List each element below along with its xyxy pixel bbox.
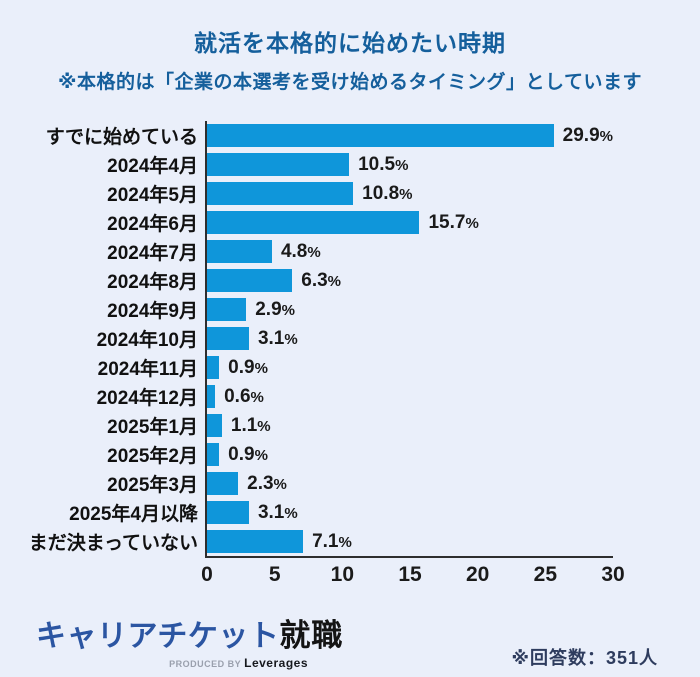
bar-value-label: 3.1% xyxy=(257,502,298,523)
bar xyxy=(207,472,239,495)
bar-value-label: 0.9% xyxy=(228,357,268,378)
bar xyxy=(207,530,304,553)
bar xyxy=(207,443,220,466)
bar-value-label: 7.1% xyxy=(312,531,352,552)
bar xyxy=(207,153,350,176)
percent-sign: % xyxy=(254,360,268,377)
percent-sign: % xyxy=(399,186,413,203)
bar-value-label: 10.5% xyxy=(358,154,409,175)
bar-value-label: 29.9% xyxy=(562,125,613,146)
x-tick-label: 20 xyxy=(465,563,490,586)
bar xyxy=(207,327,249,350)
category-label: 2024年9月 xyxy=(107,301,198,322)
x-tick-label: 15 xyxy=(398,563,422,586)
chart-header: 就活を本格的に始めたい時期 ※本格的は「企業の本選考を受け始めるタイミング」とし… xyxy=(0,0,700,94)
percent-sign: % xyxy=(254,447,268,464)
percent-sign: % xyxy=(395,157,409,174)
bar xyxy=(207,211,420,234)
bar-row: 29.9% xyxy=(207,121,613,150)
x-tick-label: 10 xyxy=(330,563,355,586)
bar-value-label: 15.7% xyxy=(428,212,479,233)
bar-value-label: 0.6% xyxy=(224,386,264,407)
bar-value-label: 2.9% xyxy=(255,299,295,320)
bar-value-label: 3.1% xyxy=(257,328,298,349)
percent-sign: % xyxy=(257,418,271,435)
bar xyxy=(207,385,216,408)
category-label: まだ決まっていない xyxy=(28,533,198,554)
bar-value-label: 0.9% xyxy=(228,444,268,465)
respondents-note: ※回答数：351人 xyxy=(511,648,658,668)
bar-value-label: 1.1% xyxy=(230,415,271,436)
category-label: 2024年11月 xyxy=(97,359,198,380)
bar-value-label: 2.3% xyxy=(247,473,287,494)
bar xyxy=(207,240,272,263)
category-label: 2024年5月 xyxy=(107,185,198,206)
bar-row: 0.6% xyxy=(207,382,613,411)
percent-sign: % xyxy=(284,331,298,348)
category-label: 2024年8月 xyxy=(107,272,198,293)
bar xyxy=(207,501,249,524)
bar-row: 10.5% xyxy=(207,150,613,179)
bar-row: 7.1% xyxy=(207,527,613,556)
y-axis-labels: すでに始めている 2024年4月 2024年5月 2024年6月 2024年7月 2024… xyxy=(0,121,205,558)
category-label: すでに始めている xyxy=(45,127,198,148)
bar xyxy=(207,124,554,147)
bar-value-label: 4.8% xyxy=(280,241,321,262)
bar-row: 0.9% xyxy=(207,353,613,382)
category-label: 2025年4月以降 xyxy=(69,504,198,525)
category-label: 2024年4月 xyxy=(107,156,198,177)
category-label: 2025年2月 xyxy=(107,446,198,467)
bar xyxy=(207,269,293,292)
bar xyxy=(207,298,247,321)
bar-row: 0.9% xyxy=(207,440,613,469)
category-label: 2025年3月 xyxy=(107,475,198,496)
category-label: 2025年1月 xyxy=(107,417,198,438)
percent-sign: % xyxy=(599,128,613,145)
bar-row: 10.8% xyxy=(207,179,613,208)
bar-value-label: 6.3% xyxy=(301,270,342,291)
produced-by-label: PRODUCED BY xyxy=(169,659,242,669)
plot-area: 29.9% 10.5% 10.8% 15.7% 4.8% 6.3% 2.9% 3.1% 0.9%… xyxy=(201,121,625,586)
percent-sign: % xyxy=(338,534,352,551)
chart-title: 就活を本格的に始めたい時期 xyxy=(194,30,506,56)
bar-row: 2.3% xyxy=(207,469,613,498)
bar-row: 6.3% xyxy=(207,266,613,295)
x-tick-label: 5 xyxy=(268,563,281,586)
bar-row: 4.8% xyxy=(207,237,613,266)
category-label: 2024年6月 xyxy=(107,214,198,235)
percent-sign: % xyxy=(284,505,298,522)
bar-row: 3.1% xyxy=(207,498,613,527)
bar-value-label: 10.8% xyxy=(362,183,413,204)
logo-shushoku: 就職 xyxy=(279,618,344,653)
percent-sign: % xyxy=(327,273,342,290)
percent-sign: % xyxy=(465,215,479,232)
category-label: 2024年10月 xyxy=(96,330,198,351)
category-label: 2024年12月 xyxy=(96,388,198,409)
x-tick-label: 0 xyxy=(201,563,213,586)
bar-row: 15.7% xyxy=(207,208,613,237)
bar-chart: すでに始めている 2024年4月 2024年5月 2024年6月 2024年7月 2024… xyxy=(0,121,700,586)
brand-logo: キャリアチケット就職 PRODUCED BY Leverages xyxy=(36,620,342,670)
percent-sign: % xyxy=(307,244,321,261)
bar-row: 2.9% xyxy=(207,295,613,324)
percent-sign: % xyxy=(250,389,264,406)
x-tick-label: 25 xyxy=(533,563,558,586)
category-label: 2024年7月 xyxy=(107,243,198,264)
logo-produced-by-line: PRODUCED BY Leverages xyxy=(36,656,316,670)
bar xyxy=(207,356,220,379)
bar-row: 3.1% xyxy=(207,324,613,353)
chart-subtitle: ※本格的は「企業の本選考を受け始めるタイミング」としています xyxy=(58,71,642,93)
leverages-label: Leverages xyxy=(244,656,308,670)
x-tick-label: 30 xyxy=(601,563,625,586)
bar xyxy=(207,182,354,205)
logo-career-ticket: キャリアチケット xyxy=(36,620,280,653)
bar xyxy=(207,414,222,437)
percent-sign: % xyxy=(273,476,287,493)
x-axis-ticks: 0 5 10 15 20 25 30 xyxy=(201,556,625,588)
percent-sign: % xyxy=(281,302,295,319)
bar-row: 1.1% xyxy=(207,411,613,440)
